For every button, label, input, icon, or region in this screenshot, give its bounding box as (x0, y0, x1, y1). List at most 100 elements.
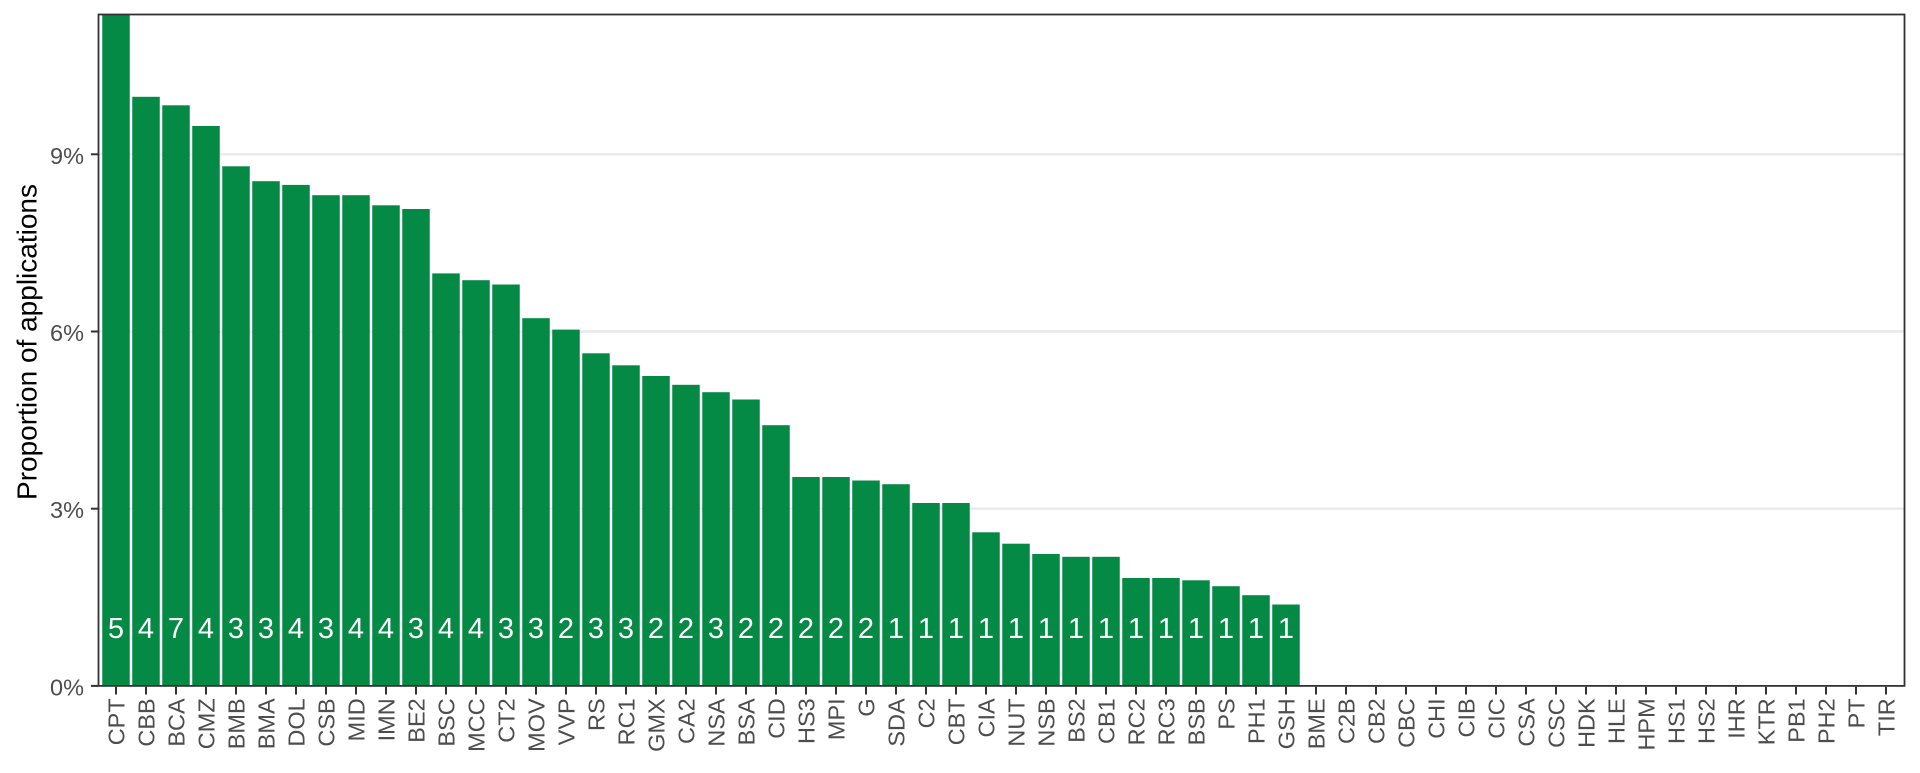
svg-text:CBC: CBC (1394, 698, 1420, 748)
svg-text:G: G (854, 698, 880, 716)
svg-text:4: 4 (138, 613, 154, 645)
svg-text:MOV: MOV (524, 698, 550, 752)
svg-text:IHR: IHR (1724, 698, 1750, 738)
svg-text:CBB: CBB (134, 698, 160, 746)
svg-text:HDK: HDK (1574, 698, 1600, 748)
svg-text:1: 1 (1038, 613, 1054, 645)
svg-text:3: 3 (498, 613, 514, 645)
svg-text:BMA: BMA (254, 698, 280, 749)
svg-text:3: 3 (318, 613, 334, 645)
svg-text:GSH: GSH (1274, 698, 1300, 749)
svg-text:CPT: CPT (104, 698, 130, 745)
svg-text:NSB: NSB (1034, 698, 1060, 746)
svg-text:CSC: CSC (1544, 698, 1570, 748)
svg-text:SDA: SDA (884, 698, 910, 747)
svg-text:CA2: CA2 (674, 698, 700, 744)
svg-text:BME: BME (1304, 698, 1330, 749)
svg-text:HLE: HLE (1604, 698, 1630, 744)
svg-text:C2B: C2B (1334, 698, 1360, 744)
svg-text:CBT: CBT (944, 698, 970, 745)
svg-text:NUT: NUT (1004, 698, 1030, 746)
svg-text:NSA: NSA (704, 698, 730, 747)
svg-text:HS1: HS1 (1664, 698, 1690, 744)
svg-text:1: 1 (1158, 613, 1174, 645)
svg-text:3: 3 (258, 613, 274, 645)
svg-text:PT: PT (1844, 698, 1870, 728)
svg-text:4: 4 (378, 613, 394, 645)
svg-text:2: 2 (768, 613, 784, 645)
svg-text:BSA: BSA (734, 698, 760, 745)
svg-text:CID: CID (764, 698, 790, 738)
svg-text:4: 4 (288, 613, 304, 645)
svg-text:CSA: CSA (1514, 698, 1540, 747)
svg-text:PH1: PH1 (1244, 698, 1270, 744)
svg-text:RC2: RC2 (1124, 698, 1150, 745)
svg-text:1: 1 (948, 613, 964, 645)
svg-text:DOL: DOL (284, 698, 310, 746)
svg-text:4: 4 (468, 613, 484, 645)
svg-text:1: 1 (1098, 613, 1114, 645)
svg-text:1: 1 (888, 613, 904, 645)
svg-text:VVP: VVP (554, 698, 580, 745)
svg-text:2: 2 (738, 613, 754, 645)
svg-text:RS: RS (584, 698, 610, 731)
svg-text:3: 3 (708, 613, 724, 645)
svg-text:9%: 9% (50, 143, 84, 169)
svg-text:1: 1 (918, 613, 934, 645)
svg-text:CMZ: CMZ (194, 698, 220, 749)
svg-text:CB1: CB1 (1094, 698, 1120, 744)
svg-text:1: 1 (1218, 613, 1234, 645)
svg-text:RC3: RC3 (1154, 698, 1180, 745)
svg-text:HS2: HS2 (1694, 698, 1720, 744)
svg-text:BSC: BSC (434, 698, 460, 746)
svg-text:4: 4 (438, 613, 454, 645)
svg-text:CB2: CB2 (1364, 698, 1390, 744)
svg-text:2: 2 (798, 613, 814, 645)
svg-text:IMN: IMN (374, 698, 400, 741)
svg-text:3: 3 (228, 613, 244, 645)
svg-text:C2: C2 (914, 698, 940, 728)
svg-text:MCC: MCC (464, 698, 490, 752)
svg-text:4: 4 (348, 613, 364, 645)
svg-text:2: 2 (648, 613, 664, 645)
svg-text:CIC: CIC (1484, 698, 1510, 739)
svg-text:3: 3 (618, 613, 634, 645)
svg-text:CSB: CSB (314, 698, 340, 746)
svg-text:1: 1 (1278, 613, 1294, 645)
svg-text:KTR: KTR (1754, 698, 1780, 745)
svg-text:MPI: MPI (824, 698, 850, 740)
svg-text:Proportion of applications: Proportion of applications (12, 184, 43, 500)
svg-text:2: 2 (558, 613, 574, 645)
svg-text:CHI: CHI (1424, 698, 1450, 738)
svg-text:2: 2 (858, 613, 874, 645)
svg-text:2: 2 (828, 613, 844, 645)
svg-text:CT2: CT2 (494, 698, 520, 742)
svg-text:HPM: HPM (1634, 698, 1660, 750)
svg-text:2: 2 (678, 613, 694, 645)
svg-text:GMX: GMX (644, 698, 670, 752)
svg-text:1: 1 (1128, 613, 1144, 645)
svg-text:PS: PS (1214, 698, 1240, 729)
svg-text:BE2: BE2 (404, 698, 430, 742)
svg-text:PB1: PB1 (1784, 698, 1810, 742)
svg-text:PH2: PH2 (1814, 698, 1840, 744)
svg-text:3: 3 (408, 613, 424, 645)
svg-text:1: 1 (978, 613, 994, 645)
svg-text:BCA: BCA (164, 698, 190, 747)
svg-text:RC1: RC1 (614, 698, 640, 745)
svg-text:HS3: HS3 (794, 698, 820, 744)
svg-text:0%: 0% (50, 674, 84, 700)
svg-text:3: 3 (528, 613, 544, 645)
svg-text:6%: 6% (50, 320, 84, 346)
svg-text:1: 1 (1248, 613, 1264, 645)
svg-text:3%: 3% (50, 497, 84, 523)
svg-text:1: 1 (1068, 613, 1084, 645)
svg-text:BSB: BSB (1184, 698, 1210, 745)
svg-text:7: 7 (168, 613, 184, 645)
svg-text:BS2: BS2 (1064, 698, 1090, 742)
svg-text:CIA: CIA (974, 698, 1000, 738)
svg-text:BMB: BMB (224, 698, 250, 749)
svg-text:CIB: CIB (1454, 698, 1480, 737)
svg-text:4: 4 (198, 613, 214, 645)
svg-text:5: 5 (108, 613, 124, 645)
